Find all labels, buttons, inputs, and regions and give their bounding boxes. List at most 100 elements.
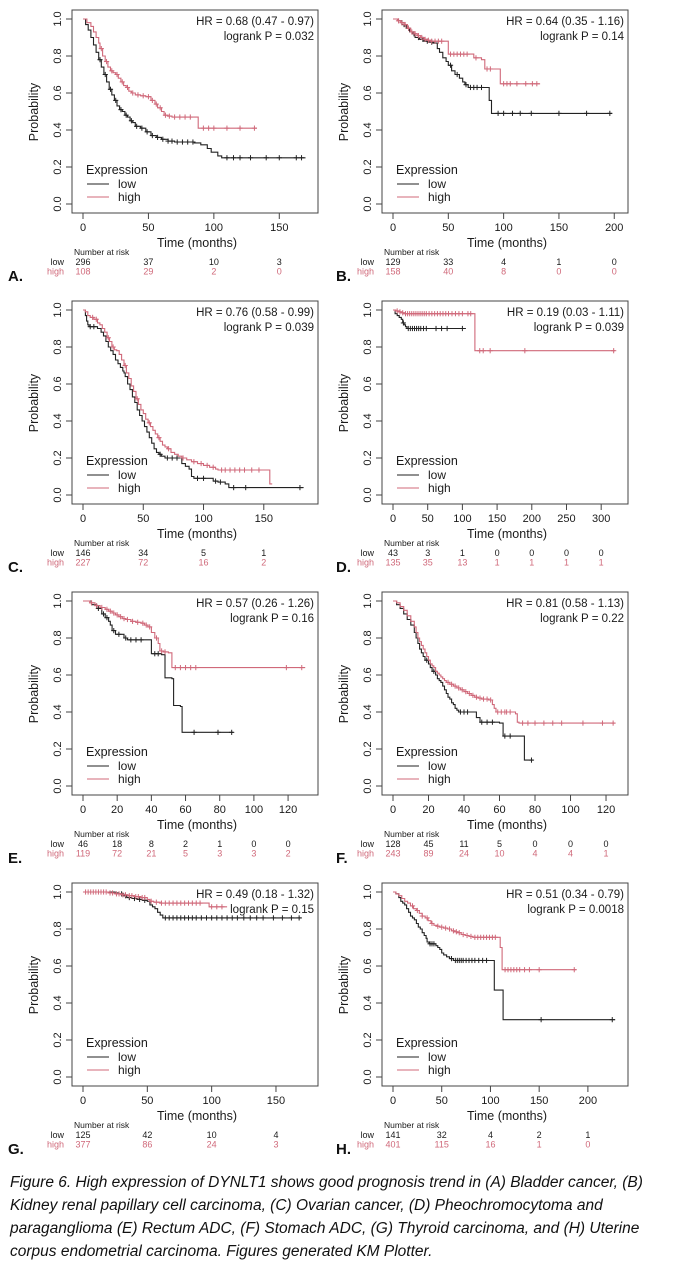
risk-value-low: 46 [78, 839, 88, 849]
risk-value-high: 24 [207, 1140, 217, 1150]
y-tick-label: 0.6 [52, 376, 64, 391]
x-tick-label: 100 [245, 804, 263, 816]
x-tick-label: 200 [605, 222, 623, 234]
risk-value-high: 2 [286, 849, 291, 859]
risk-value-high: 40 [443, 267, 453, 277]
y-axis-label: Probability [337, 373, 351, 432]
x-axis: 0 50 100 150 200 [390, 1086, 597, 1107]
risk-value-low: 4 [501, 257, 506, 267]
risk-header: Number at risk [384, 829, 440, 839]
y-tick-label: 1.0 [52, 593, 64, 608]
legend-label-high: high [118, 772, 141, 786]
risk-value-low: 129 [385, 257, 400, 267]
x-tick-label: 120 [279, 804, 297, 816]
risk-value-low: 3 [277, 257, 282, 267]
y-axis-label: Probability [27, 664, 41, 723]
km-curve-high [83, 18, 257, 129]
risk-table: Number at risklowhigh4611918728212513030… [47, 829, 291, 859]
y-tick-label: 0.0 [362, 487, 374, 502]
censor-marks-high [82, 889, 225, 910]
panel-label: D. [336, 559, 351, 576]
y-tick-label: 1.0 [362, 11, 374, 26]
panel-label: C. [8, 559, 23, 576]
y-tick-label: 0.8 [362, 48, 374, 63]
x-axis-label: Time (months) [157, 1109, 237, 1123]
legend-label-low: low [428, 468, 446, 482]
risk-value-high: 13 [457, 558, 467, 568]
risk-value-high: 21 [146, 849, 156, 859]
x-axis-label: Time (months) [467, 527, 547, 541]
y-axis-label: Probability [27, 373, 41, 432]
y-tick-label: 0.8 [362, 921, 374, 936]
x-tick-label: 0 [390, 513, 396, 525]
risk-row-label-high: high [47, 1140, 64, 1150]
y-tick-label: 0.8 [362, 339, 374, 354]
y-tick-label: 0.2 [362, 159, 374, 174]
km-curve-low [393, 600, 534, 761]
risk-row-label-low: low [360, 839, 374, 849]
x-axis: 0 50 100 150 [80, 504, 273, 525]
risk-value-high: 2 [211, 267, 216, 277]
risk-value-high: 0 [585, 1140, 590, 1150]
x-axis: 0 50 100 150 [80, 1086, 285, 1107]
risk-value-low: 8 [149, 839, 154, 849]
risk-row-label-high: high [357, 267, 374, 277]
risk-header: Number at risk [384, 247, 440, 257]
x-tick-label: 100 [194, 513, 212, 525]
legend-title: Expression [86, 745, 148, 759]
x-tick-label: 40 [458, 804, 470, 816]
risk-header: Number at risk [384, 538, 440, 548]
x-tick-label: 200 [579, 1095, 597, 1107]
x-tick-label: 0 [390, 222, 396, 234]
x-tick-label: 300 [592, 513, 610, 525]
hr-text: HR = 0.68 (0.47 - 0.97) [196, 16, 314, 28]
x-tick-label: 50 [436, 1095, 448, 1107]
censor-marks-low [424, 657, 535, 763]
risk-value-low: 296 [75, 257, 90, 267]
risk-value-low: 10 [209, 257, 219, 267]
risk-value-low: 2 [183, 839, 188, 849]
risk-value-high: 0 [277, 267, 282, 277]
hr-text: HR = 0.76 (0.58 - 0.99) [196, 307, 314, 319]
censor-marks-low [400, 320, 465, 332]
y-tick-label: 0.8 [362, 630, 374, 645]
y-tick-label: 1.0 [52, 302, 64, 317]
x-tick-label: 100 [453, 513, 471, 525]
y-tick-label: 1.0 [52, 11, 64, 26]
hr-annotation: HR = 0.76 (0.58 - 0.99) logrank P = 0.039 [196, 307, 314, 334]
legend-title: Expression [86, 163, 148, 177]
y-tick-label: 0.6 [52, 667, 64, 682]
y-tick-label: 1.0 [362, 302, 374, 317]
risk-value-low: 0 [495, 548, 500, 558]
legend-label-low: low [428, 1050, 446, 1064]
panel-label: H. [336, 1141, 351, 1158]
hr-annotation: HR = 0.64 (0.35 - 1.16) logrank P = 0.14 [506, 16, 625, 43]
risk-value-high: 2 [261, 558, 266, 568]
risk-value-low: 11 [459, 839, 468, 849]
risk-value-low: 3 [425, 548, 430, 558]
risk-value-high: 1 [599, 558, 604, 568]
y-axis-label: Probability [337, 955, 351, 1014]
y-tick-label: 0.2 [362, 741, 374, 756]
y-axis-label: Probability [337, 82, 351, 141]
risk-value-low: 1 [585, 1130, 590, 1140]
plot-box [381, 591, 629, 796]
risk-value-high: 0 [612, 267, 617, 277]
censor-marks-high [445, 679, 616, 726]
x-tick-label: 50 [422, 513, 434, 525]
km-curve-low [83, 600, 234, 733]
logrank-text: logrank P = 0.14 [540, 31, 624, 43]
legend-label-high: high [118, 481, 141, 495]
censor-marks-low [427, 941, 615, 1023]
x-tick-label: 50 [141, 1095, 153, 1107]
risk-table: Number at risklowhigh1282434589112451004… [357, 829, 609, 859]
risk-value-low: 4 [488, 1130, 493, 1140]
